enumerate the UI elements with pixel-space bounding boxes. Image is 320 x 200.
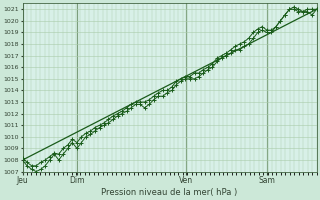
X-axis label: Pression niveau de la mer( hPa ): Pression niveau de la mer( hPa ) xyxy=(101,188,238,197)
